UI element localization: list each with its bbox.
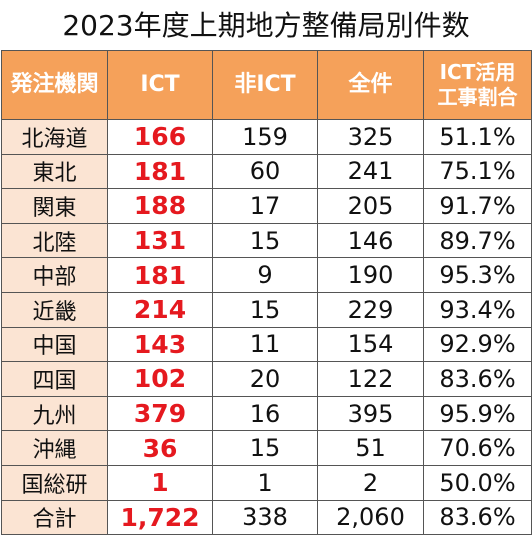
header-ict-rate-line1: ICT活用 bbox=[439, 60, 516, 84]
header-ict-rate-line2: 工事割合 bbox=[437, 85, 518, 109]
region-cell: 中国 bbox=[1, 326, 108, 363]
region-cell: 近畿 bbox=[1, 291, 108, 328]
non-ict-count-cell: 159 bbox=[212, 119, 318, 155]
region-cell: 関東 bbox=[1, 188, 108, 224]
region-cell: 沖縄 bbox=[1, 430, 108, 466]
table-row: 沖縄 36 15 51 70.6% bbox=[1, 430, 532, 466]
ict-count-cell: 181 bbox=[107, 257, 213, 293]
region-cell: 四国 bbox=[1, 361, 108, 397]
region-cell: 中部 bbox=[1, 257, 108, 293]
ict-rate-cell: 83.6% bbox=[423, 361, 532, 397]
ict-rate-cell: 83.6% bbox=[423, 499, 532, 536]
non-ict-count-cell: 338 bbox=[212, 499, 318, 536]
total-count-cell: 122 bbox=[317, 361, 424, 397]
region-cell: 九州 bbox=[1, 395, 108, 432]
ict-count-cell: 188 bbox=[107, 188, 213, 224]
ict-rate-cell: 89.7% bbox=[423, 222, 532, 259]
ict-rate-cell: 91.7% bbox=[423, 188, 532, 224]
ict-count-cell: 36 bbox=[107, 430, 213, 466]
non-ict-count-cell: 20 bbox=[212, 361, 318, 397]
table-row: 四国 102 20 122 83.6% bbox=[1, 361, 532, 397]
ict-rate-cell: 50.0% bbox=[423, 464, 532, 501]
ict-rate-cell: 95.9% bbox=[423, 395, 532, 432]
total-count-cell: 205 bbox=[317, 188, 424, 224]
total-count-cell: 229 bbox=[317, 291, 424, 328]
table-row: 中部 181 9 190 95.3% bbox=[1, 257, 532, 293]
ict-rate-cell: 70.6% bbox=[423, 430, 532, 466]
ict-count-cell: 143 bbox=[107, 326, 213, 363]
header-office: 発注機関 bbox=[1, 50, 108, 120]
non-ict-count-cell: 17 bbox=[212, 188, 318, 224]
table-row: 近畿 214 15 229 93.4% bbox=[1, 291, 532, 328]
total-count-cell: 2 bbox=[317, 464, 424, 501]
table-row: 北陸 131 15 146 89.7% bbox=[1, 222, 532, 259]
total-count-cell: 325 bbox=[317, 119, 424, 155]
non-ict-count-cell: 16 bbox=[212, 395, 318, 432]
total-count-cell: 154 bbox=[317, 326, 424, 363]
non-ict-count-cell: 1 bbox=[212, 464, 318, 501]
region-cell: 北海道 bbox=[1, 119, 108, 155]
ict-count-cell: 166 bbox=[107, 119, 213, 155]
total-count-cell: 190 bbox=[317, 257, 424, 293]
non-ict-count-cell: 15 bbox=[212, 430, 318, 466]
ict-rate-cell: 75.1% bbox=[423, 153, 532, 190]
ict-count-cell: 131 bbox=[107, 222, 213, 259]
table-row: 北海道 166 159 325 51.1% bbox=[1, 119, 532, 155]
non-ict-count-cell: 15 bbox=[212, 222, 318, 259]
ict-count-cell: 181 bbox=[107, 153, 213, 190]
ict-count-cell: 1,722 bbox=[107, 499, 213, 536]
ict-count-cell: 214 bbox=[107, 291, 213, 328]
non-ict-count-cell: 11 bbox=[212, 326, 318, 363]
table-row: 九州 379 16 395 95.9% bbox=[1, 395, 532, 432]
total-count-cell: 2,060 bbox=[317, 499, 424, 536]
header-ict-rate: ICT活用 工事割合 bbox=[423, 50, 532, 120]
ict-count-cell: 379 bbox=[107, 395, 213, 432]
non-ict-count-cell: 60 bbox=[212, 153, 318, 190]
table-row: 国総研 1 1 2 50.0% bbox=[1, 464, 532, 501]
total-count-cell: 241 bbox=[317, 153, 424, 190]
total-count-cell: 395 bbox=[317, 395, 424, 432]
region-cell: 国総研 bbox=[1, 464, 108, 501]
ict-rate-cell: 93.4% bbox=[423, 291, 532, 328]
ict-rate-cell: 92.9% bbox=[423, 326, 532, 363]
ict-count-cell: 102 bbox=[107, 361, 213, 397]
ict-count-cell: 1 bbox=[107, 464, 213, 501]
table-title: 2023年度上期地方整備局別件数 bbox=[62, 9, 470, 42]
table-row: 関東 188 17 205 91.7% bbox=[1, 188, 532, 224]
region-cell: 北陸 bbox=[1, 222, 108, 259]
table-row: 中国 143 11 154 92.9% bbox=[1, 326, 532, 363]
ict-rate-cell: 51.1% bbox=[423, 119, 532, 155]
total-count-cell: 51 bbox=[317, 430, 424, 466]
header-non-ict: 非ICT bbox=[212, 50, 318, 120]
non-ict-count-cell: 15 bbox=[212, 291, 318, 328]
ict-rate-cell: 95.3% bbox=[423, 257, 532, 293]
region-cell: 合計 bbox=[1, 499, 108, 536]
header-ict: ICT bbox=[107, 50, 213, 120]
total-count-cell: 146 bbox=[317, 222, 424, 259]
table-row: 東北 181 60 241 75.1% bbox=[1, 153, 532, 190]
region-cell: 東北 bbox=[1, 153, 108, 190]
non-ict-count-cell: 9 bbox=[212, 257, 318, 293]
ict-count-table: 発注機関 ICT 非ICT 全件 ICT活用 工事割合 北海道 166 159 … bbox=[1, 50, 532, 536]
total-row: 合計 1,722 338 2,060 83.6% bbox=[1, 499, 532, 536]
header-row: 発注機関 ICT 非ICT 全件 ICT活用 工事割合 bbox=[1, 50, 532, 120]
header-total: 全件 bbox=[317, 50, 424, 120]
